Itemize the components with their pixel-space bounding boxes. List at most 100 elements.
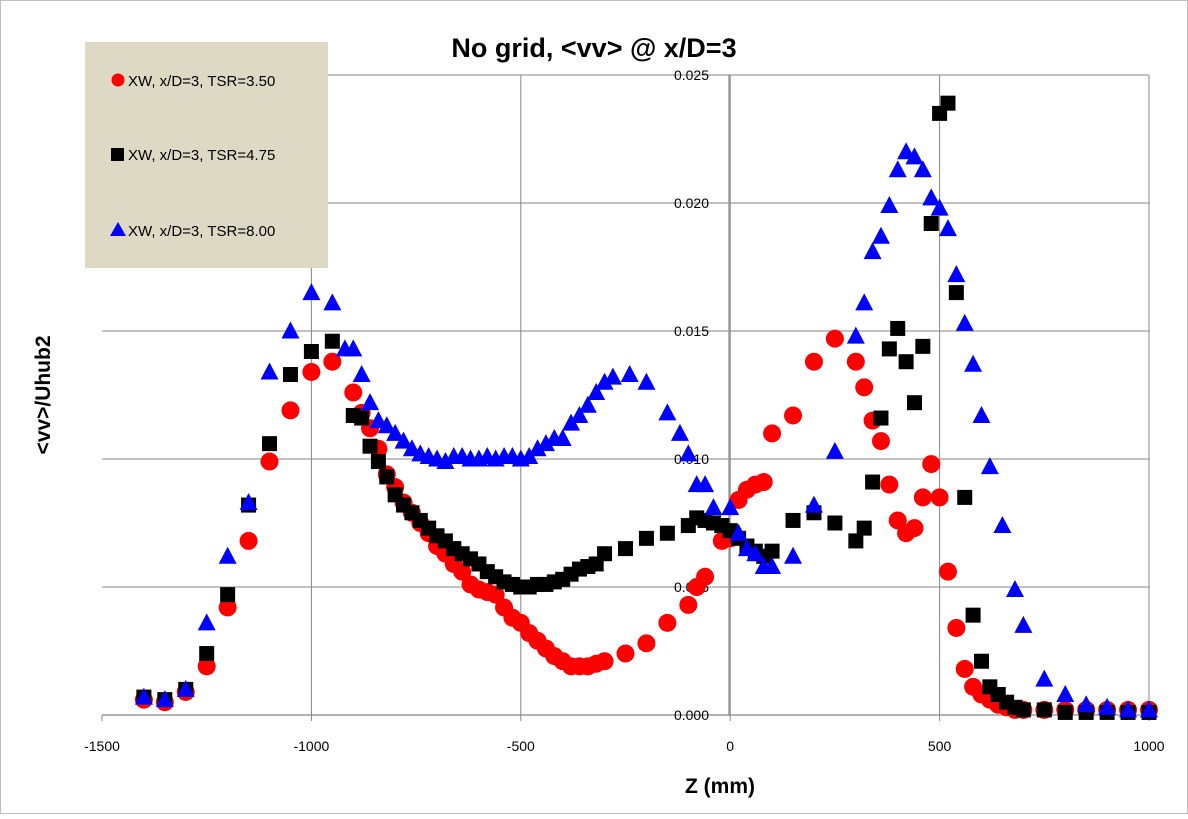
data-point-square (379, 469, 395, 485)
data-point-triangle (905, 147, 924, 165)
data-point-circle (855, 378, 874, 397)
data-point-circle (804, 352, 823, 371)
data-point-circle (302, 362, 321, 381)
data-point-square (282, 367, 298, 383)
data-point-triangle (938, 219, 957, 237)
data-point-triangle (964, 354, 983, 372)
data-point-circle (696, 567, 715, 586)
data-point-circle (260, 452, 279, 471)
data-point-square (1036, 702, 1052, 718)
data-point-triangle (570, 405, 589, 423)
data-point-triangle (1119, 700, 1138, 718)
data-point-square (827, 515, 843, 531)
data-point-triangle (620, 365, 639, 383)
data-point-square (1015, 702, 1031, 718)
data-point-square (618, 541, 633, 557)
data-point-circle (763, 424, 782, 443)
data-point-triangle (1098, 697, 1117, 715)
y-tick-label: 0.020 (674, 195, 709, 211)
data-point-triangle (880, 196, 899, 214)
data-point-square (220, 587, 236, 603)
data-point-square (785, 512, 801, 528)
y-axis-title: <vv>/Uhub2 (32, 335, 55, 454)
data-point-square (923, 215, 939, 231)
data-point-triangle (1035, 669, 1054, 687)
legend-item-tsr-4-75: XW, x/D=3, TSR=4.75 (111, 147, 275, 164)
data-point-triangle (260, 362, 279, 380)
data-point-triangle (993, 516, 1012, 534)
data-point-triangle (239, 493, 258, 511)
data-point-triangle (1077, 695, 1096, 713)
x-tick-label: -1500 (84, 738, 120, 754)
data-point-triangle (1005, 580, 1024, 598)
data-point-triangle (344, 339, 363, 357)
data-point-triangle (763, 557, 782, 575)
data-point-square (764, 543, 780, 559)
data-point-triangle (1140, 700, 1158, 718)
data-point-square (881, 341, 897, 357)
data-point-triangle (922, 188, 941, 206)
data-point-square (890, 320, 906, 336)
data-point-circle (344, 383, 363, 402)
data-point-triangle (825, 441, 844, 459)
data-point-triangle (888, 160, 907, 178)
data-point-circle (871, 432, 890, 451)
data-point-triangle (553, 429, 572, 447)
data-point-circle (955, 659, 974, 678)
x-tick-label: -500 (507, 738, 535, 754)
data-point-square (948, 285, 964, 301)
data-point-circle (888, 511, 907, 530)
data-point-triangle (1056, 685, 1075, 703)
data-point-triangle (855, 293, 874, 311)
data-point-square (898, 354, 914, 370)
data-point-square (865, 474, 881, 490)
data-point-circle (947, 618, 966, 637)
data-point-circle (913, 488, 932, 507)
data-point-square (597, 546, 613, 562)
data-point-circle (825, 329, 844, 348)
data-point-square (324, 333, 340, 349)
data-point-circle (905, 519, 924, 538)
data-point-triangle (528, 439, 547, 457)
data-point-triangle (679, 444, 698, 462)
data-point-square (915, 338, 931, 354)
data-point-circle (930, 488, 949, 507)
data-point-square (262, 436, 278, 452)
data-point-circle (846, 352, 865, 371)
data-point-square (362, 438, 378, 454)
x-tick-labels: -1500 -1000 -500 0 500 1000 (84, 738, 1165, 754)
x-tick-label: 500 (928, 738, 952, 754)
data-point-triangle (704, 498, 723, 516)
x-tick-label: -1000 (293, 738, 329, 754)
data-point-triangle (281, 321, 300, 339)
data-point-square (973, 653, 989, 669)
data-point-circle (595, 652, 614, 671)
data-point-circle (453, 562, 472, 581)
chart-title: No grid, <vv> @ x/D=3 (451, 33, 736, 63)
legend-marker-square (111, 148, 124, 161)
y-tick-label: 0.015 (674, 323, 709, 339)
data-point-triangle (658, 403, 677, 421)
data-point-triangle (696, 475, 715, 493)
legend-box (85, 42, 328, 268)
data-point-triangle (394, 431, 413, 449)
data-point-square (1057, 704, 1073, 720)
data-point-circle (938, 562, 957, 581)
data-point-circle (218, 598, 237, 617)
data-point-triangle (863, 242, 882, 260)
data-point-triangle (155, 690, 174, 708)
data-point-circle (922, 455, 941, 474)
legend-item-tsr-8-00: XW, x/D=3, TSR=8.00 (110, 222, 275, 240)
x-tick-label: 1000 (1133, 738, 1164, 754)
data-point-triangle (377, 416, 396, 434)
data-point-triangle (846, 326, 865, 344)
data-point-triangle (536, 434, 555, 452)
data-point-square (848, 533, 864, 549)
data-point-square (638, 530, 654, 546)
data-point-triangle (804, 495, 823, 513)
x-axis-title: Z (mm) (685, 775, 755, 798)
data-point-triangle (746, 544, 765, 562)
